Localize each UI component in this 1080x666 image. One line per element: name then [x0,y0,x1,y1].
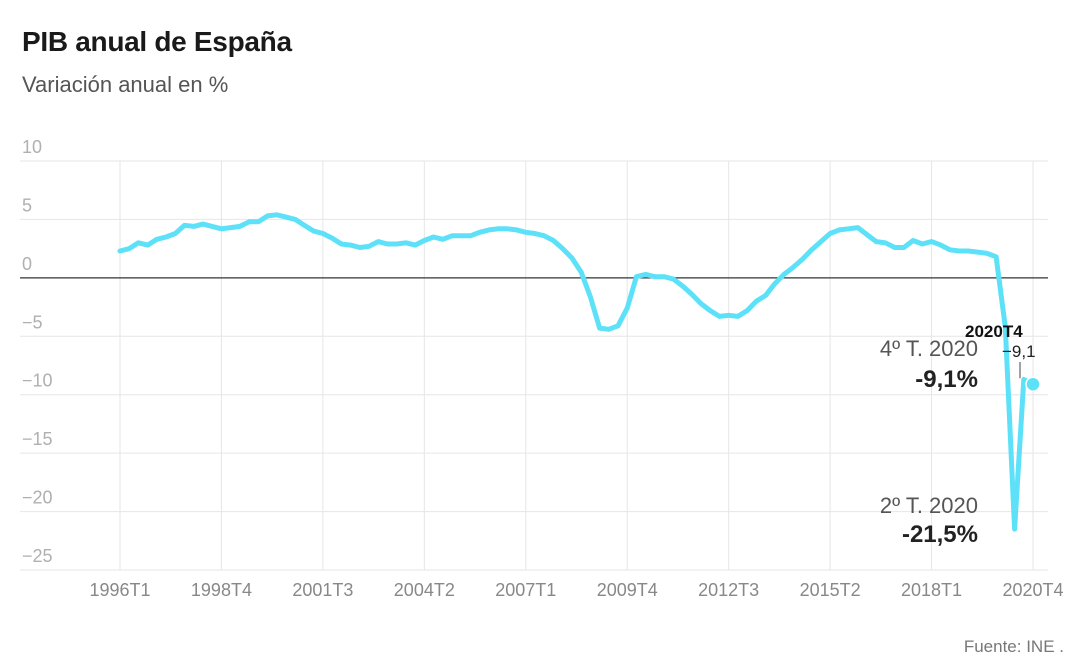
q4-annotation-label: 4º T. 2020 [880,336,978,361]
y-tick-label: 0 [22,254,32,274]
chart-title: PIB anual de España [22,26,292,57]
last-point-marker[interactable] [1025,376,1041,392]
x-tick-label: 1996T1 [89,580,150,600]
y-tick-label: −10 [22,371,53,391]
y-tick-label: −25 [22,546,53,566]
y-tick-label: −5 [22,312,43,332]
x-tick-label: 2004T2 [394,580,455,600]
x-tick-label: 2009T4 [597,580,658,600]
series-layer [117,212,1036,532]
q2-annotation-value: -21,5% [902,521,978,548]
x-tick-label: 2007T1 [495,580,556,600]
y-tick-label: 5 [22,195,32,215]
gdp-series-line [117,212,1036,532]
grid-lines [20,160,1048,571]
q2-annotation-label: 2º T. 2020 [880,493,978,518]
y-tick-label: −15 [22,429,53,449]
chart-subtitle: Variación anual en % [22,72,229,97]
x-tick-label: 2012T3 [698,580,759,600]
q4-annotation-value: -9,1% [915,366,978,393]
y-tick-label: −20 [22,488,53,508]
x-tick-label: 2001T3 [292,580,353,600]
x-tick-label: 2018T1 [901,580,962,600]
x-tick-label: 2015T2 [800,580,861,600]
x-tick-label: 2020T4 [1002,580,1063,600]
marker-value-label: −9,1 [1002,342,1036,361]
source-note: Fuente: INE . [963,637,1064,656]
marker-period-label: 2020T4 [965,322,1023,341]
x-axis-ticks: 1996T1 1998T4 2001T3 2004T2 2007T1 2009T4 2012… [89,580,1063,600]
y-tick-label: 10 [22,137,42,157]
x-tick-label: 1998T4 [191,580,252,600]
y-axis-ticks: 10 5 0 −5 −10 −15 −20 −25 [22,137,53,566]
